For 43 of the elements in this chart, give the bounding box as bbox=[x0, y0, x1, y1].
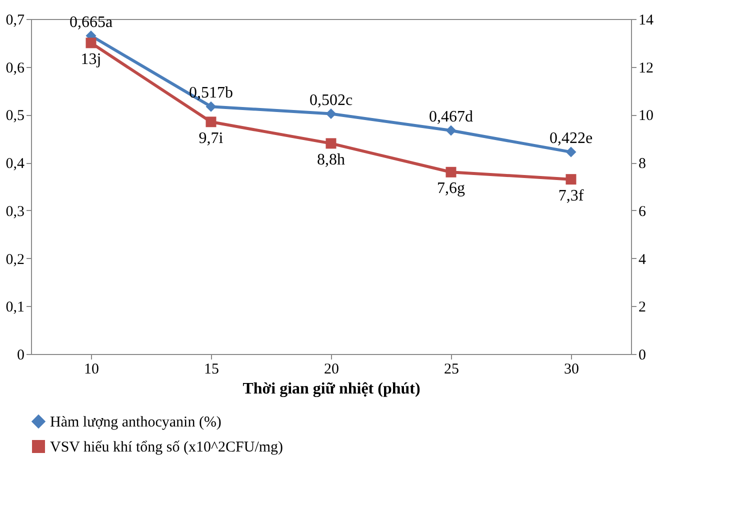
y2-tick-label: 2 bbox=[638, 300, 646, 316]
y2-tick-label: 0 bbox=[638, 348, 646, 364]
point bbox=[566, 174, 576, 185]
y-tick-label: 0,3 bbox=[6, 204, 24, 220]
point bbox=[566, 146, 576, 158]
y-tick-label: 0,4 bbox=[6, 156, 25, 172]
point bbox=[446, 166, 456, 178]
point bbox=[86, 38, 96, 48]
y-tick-label: 0,6 bbox=[6, 60, 25, 76]
data-label: 7,6g bbox=[437, 180, 465, 198]
x-tick-label: 15 bbox=[204, 362, 219, 378]
y2-tick-label: 4 bbox=[638, 252, 646, 268]
data-label: 0,517b bbox=[189, 84, 233, 102]
y2-tick-label: 8 bbox=[638, 156, 646, 172]
data-label: 7,3f bbox=[558, 187, 584, 204]
point bbox=[326, 138, 336, 149]
y-tick-label: 0,7 bbox=[6, 12, 25, 28]
x-tick-label: 20 bbox=[324, 362, 339, 378]
data-label: 0,467d bbox=[429, 108, 473, 126]
x-tick-label: 10 bbox=[84, 362, 99, 378]
data-label: 13j bbox=[80, 50, 102, 68]
y-tick-label: 0,1 bbox=[6, 300, 24, 316]
x-tick-label: 25 bbox=[444, 362, 459, 378]
legend-label: VSV hiếu khí tổng số (x10^2CFU/mg) bbox=[50, 440, 284, 456]
y-tick-label: 0,2 bbox=[6, 252, 24, 268]
y-tick-label: 0 bbox=[17, 348, 24, 364]
data-label: 0,665a bbox=[69, 14, 113, 31]
data-label: 9,7i bbox=[198, 130, 224, 147]
y2-tick-label: 10 bbox=[638, 108, 654, 124]
y-tick-label: 0,5 bbox=[6, 108, 24, 124]
y2-tick-label: 6 bbox=[638, 204, 646, 220]
y2-tick-label: 14 bbox=[638, 12, 654, 28]
y2-tick-label: 12 bbox=[638, 60, 654, 76]
x-tick-label: 30 bbox=[564, 362, 579, 378]
point bbox=[206, 116, 216, 128]
data-label: 0,502c bbox=[309, 92, 353, 109]
data-label: 8,8h bbox=[317, 151, 345, 168]
point bbox=[206, 101, 216, 112]
x-axis-title: Thời gian giữ nhiệt (phút) bbox=[242, 380, 420, 398]
legend-label: Hàm lượng anthocyanin (%) bbox=[50, 414, 222, 430]
point bbox=[446, 125, 456, 136]
data-label: 0,422e bbox=[549, 130, 593, 148]
point bbox=[326, 108, 336, 119]
